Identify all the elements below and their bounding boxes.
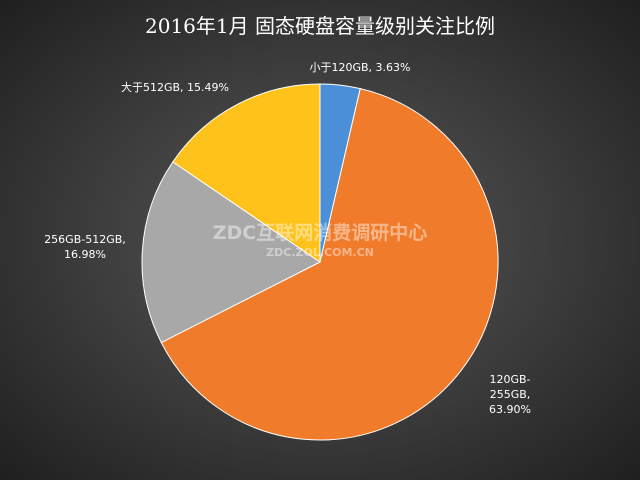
- watermark: ZDC互联网消费调研中心: [212, 222, 428, 244]
- data-label: 120GB-255GB, 63.90%: [489, 373, 531, 416]
- data-label: 小于120GB, 3.63%: [309, 61, 411, 74]
- data-label: 256GB-512GB, 16.98%: [44, 233, 126, 261]
- pie-slice: [172, 83, 321, 263]
- pie-slice: [141, 161, 321, 344]
- watermark-url: ZDC.ZOL.COM.CN: [266, 246, 374, 259]
- pie-slice: [160, 88, 499, 441]
- chart-title: 2016年1月 固态硬盘容量级别关注比例: [145, 14, 495, 38]
- data-label: 大于512GB, 15.49%: [120, 81, 229, 94]
